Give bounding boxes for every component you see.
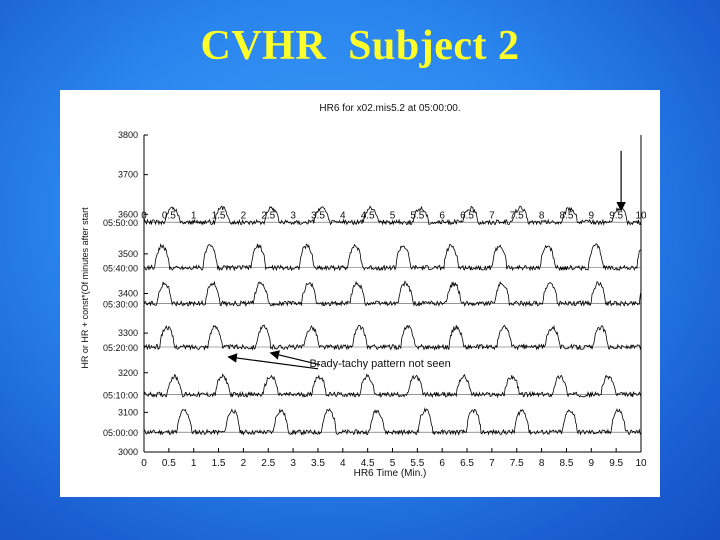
- x-tick-label-top: 7.5: [510, 210, 524, 221]
- y-tick-label: 3100: [118, 407, 138, 417]
- hr-chart: HR6 for x02.mis5.2 at 05:00:00. HR or HR…: [80, 103, 647, 479]
- x-tick-label: 3: [290, 458, 296, 469]
- x-tick-label-top: 3: [290, 210, 296, 221]
- y-tick-label: 3800: [118, 130, 138, 140]
- x-tick-label: 1: [191, 458, 197, 469]
- y-axis-label: HR or HR + const*(Of minutes after start: [80, 207, 90, 369]
- x-tick-label: 9.5: [609, 458, 623, 469]
- x-tick-label: 0: [141, 458, 147, 469]
- row-time-label: 05:30:00: [103, 299, 138, 309]
- x-tick-label-top: 8.5: [559, 210, 573, 221]
- x-tick-label-top: 6.5: [460, 210, 474, 221]
- x-tick-label-top: 5.5: [410, 210, 424, 221]
- x-tick-label: 7: [489, 458, 495, 469]
- x-tick-label-top: 7: [489, 210, 495, 221]
- hr-trace-line: [143, 243, 641, 272]
- x-tick-label: 5.5: [410, 458, 424, 469]
- x-tick-label-top: 1: [191, 210, 197, 221]
- row-time-label: 05:00:00: [103, 428, 138, 438]
- x-tick-label-top: 10: [635, 210, 647, 221]
- hr-trace-line: [143, 280, 642, 308]
- hr-trace-line: [143, 205, 642, 226]
- row-time-label: 05:40:00: [103, 264, 138, 274]
- y-tick-label: 3700: [118, 170, 138, 180]
- x-axis-label: HR6 Time (Min.): [354, 468, 427, 479]
- x-tick-label-top: 5: [390, 210, 396, 221]
- x-tick-label-top: 1.5: [212, 210, 226, 221]
- chart-title: HR6 for x02.mis5.2 at 05:00:00.: [319, 103, 460, 114]
- chart-panel: HR6 for x02.mis5.2 at 05:00:00. HR or HR…: [60, 90, 660, 497]
- x-tick-label: 5: [390, 458, 396, 469]
- y-tick-label: 3400: [118, 289, 138, 299]
- hr-trace-line: [143, 324, 642, 351]
- x-tick-label-top: 3.5: [311, 210, 325, 221]
- x-tick-label: 6.5: [460, 458, 474, 469]
- x-tick-label-top: 2.5: [261, 210, 275, 221]
- row-time-label: 05:50:00: [103, 218, 138, 228]
- annotation-label: Brady-tachy pattern not seen: [309, 358, 450, 370]
- y-tick-label: 3200: [118, 368, 138, 378]
- annotation-arrow: [269, 350, 321, 366]
- x-tick-label-top: 4.5: [361, 210, 375, 221]
- y-tick-label: 3600: [118, 209, 138, 219]
- x-tick-label: 1.5: [212, 458, 226, 469]
- x-tick-label: 2: [241, 458, 247, 469]
- y-tick-label: 3000: [118, 447, 138, 457]
- x-tick-label-top: 6: [439, 210, 445, 221]
- x-tick-label: 6: [439, 458, 445, 469]
- x-tick-label: 4: [340, 458, 346, 469]
- x-tick-label-top: 4: [340, 210, 346, 221]
- x-tick-label: 9: [589, 458, 595, 469]
- x-tick-label: 0.5: [162, 458, 176, 469]
- x-tick-label: 8: [539, 458, 545, 469]
- x-tick-label: 10: [635, 458, 647, 469]
- x-tick-label: 7.5: [510, 458, 524, 469]
- x-tick-label-top: 9: [589, 210, 595, 221]
- x-tick-label-top: 0: [141, 210, 147, 221]
- hr-trace-line: [143, 373, 642, 399]
- x-tick-label: 4.5: [361, 458, 375, 469]
- x-tick-label-top: 8: [539, 210, 545, 221]
- slide-title: CVHR Subject 2: [200, 23, 520, 69]
- x-tick-label-top: 2: [241, 210, 247, 221]
- y-tick-label: 3300: [118, 328, 138, 338]
- row-time-label: 05:10:00: [103, 391, 138, 401]
- x-tick-label-top: 0.5: [162, 210, 176, 221]
- x-tick-label: 2.5: [261, 458, 275, 469]
- hr-trace-line: [143, 407, 642, 436]
- row-time-label: 05:20:00: [103, 343, 138, 353]
- x-tick-label: 8.5: [559, 458, 573, 469]
- x-tick-label-top: 9.5: [609, 210, 623, 221]
- annotation-arrow: [227, 353, 319, 370]
- y-tick-label: 3500: [118, 249, 138, 259]
- x-tick-label: 3.5: [311, 458, 325, 469]
